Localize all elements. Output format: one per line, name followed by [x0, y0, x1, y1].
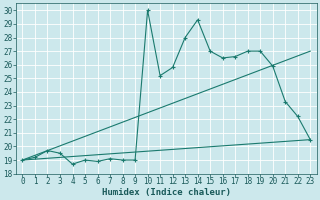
X-axis label: Humidex (Indice chaleur): Humidex (Indice chaleur) [102, 188, 231, 197]
